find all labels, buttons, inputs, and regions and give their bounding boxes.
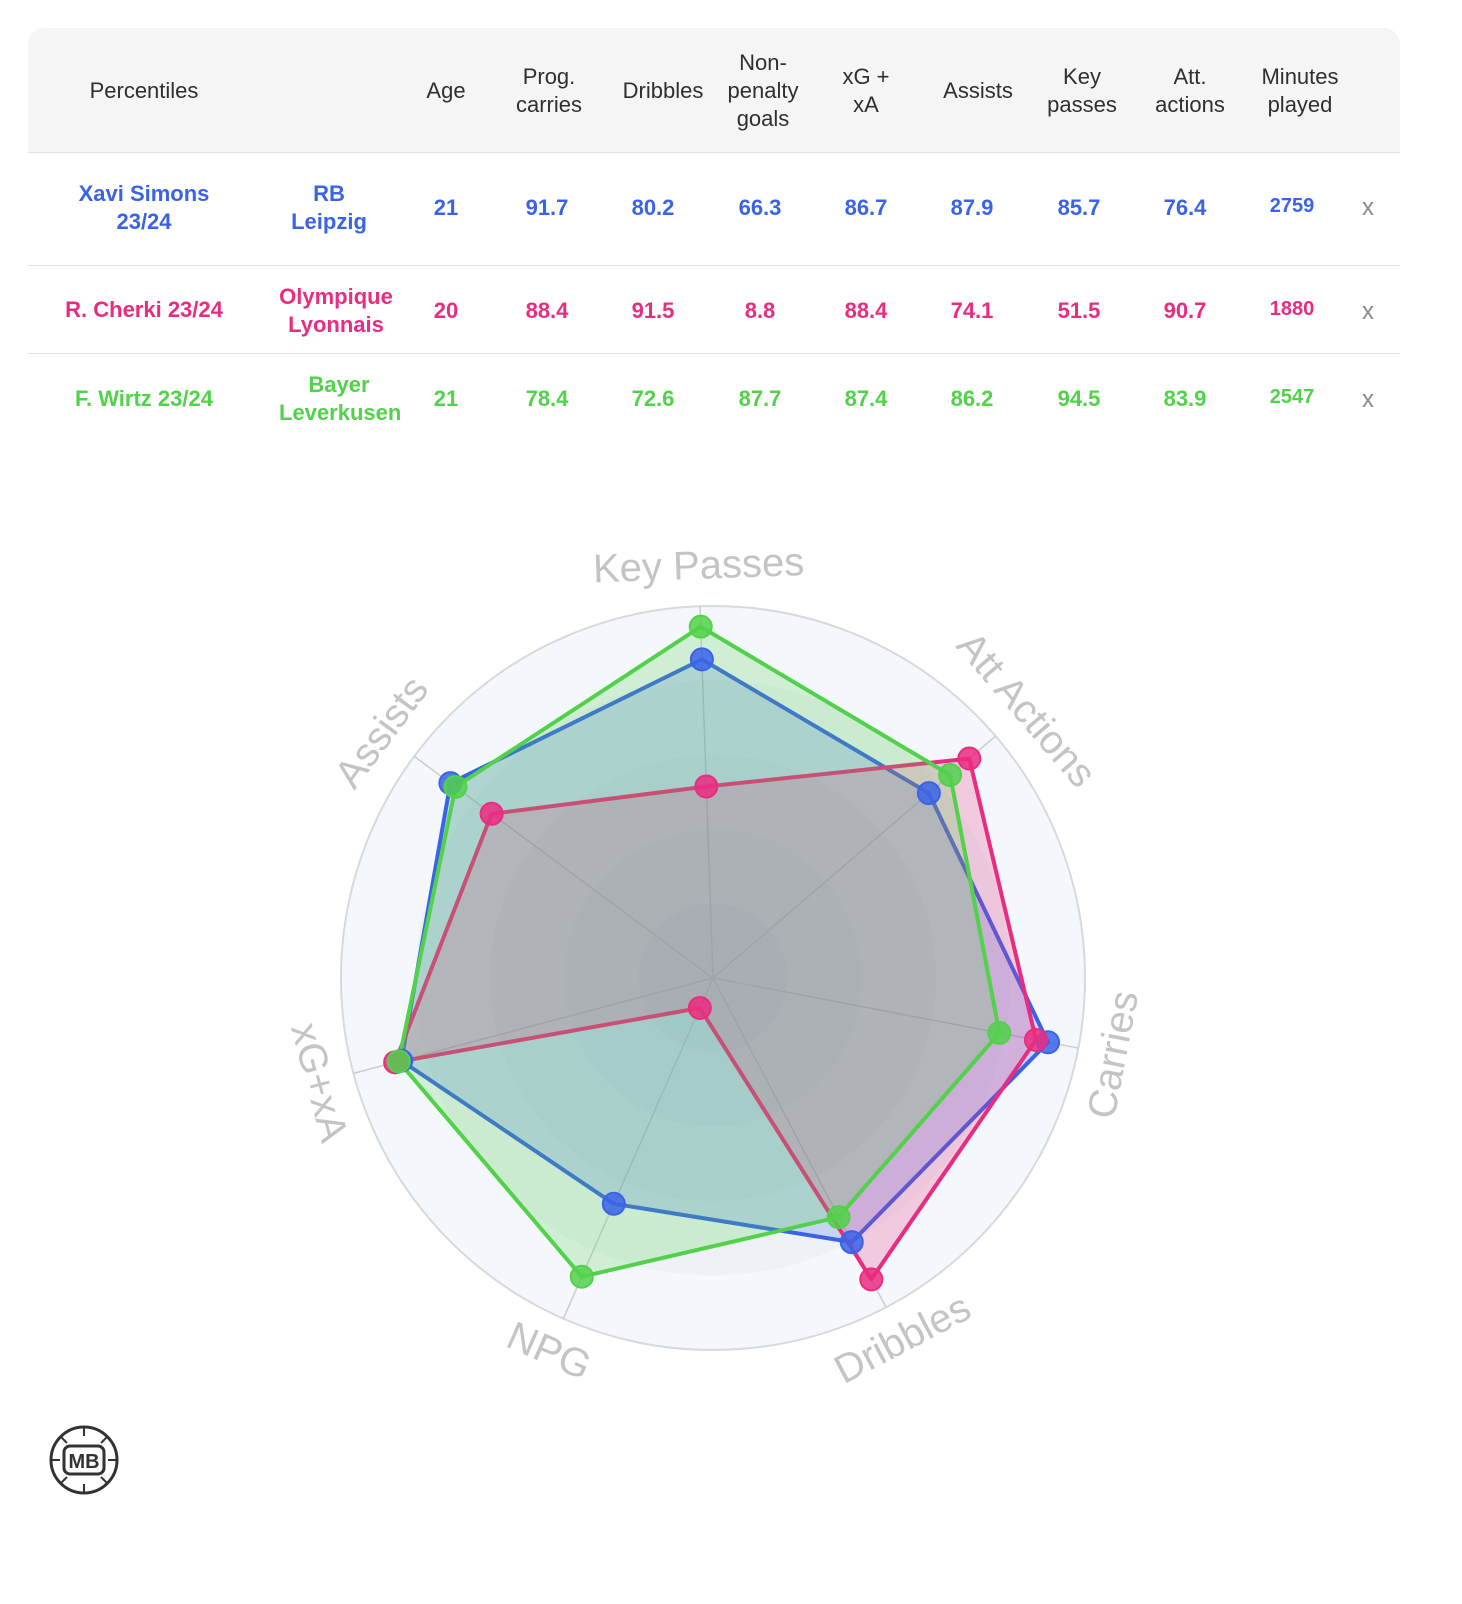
header-minutes[interactable]: Minutes played <box>1261 64 1339 117</box>
header-age[interactable]: Age <box>426 78 466 103</box>
minutes-value: 2547 <box>1269 386 1315 408</box>
data-point <box>479 801 504 826</box>
att-actions-value: 76.4 <box>1163 195 1207 220</box>
xgxa-value: 88.4 <box>844 298 888 323</box>
age-value: 20 <box>433 298 459 323</box>
radar-spoke <box>712 977 1079 1049</box>
percentiles-table: Percentiles Age Prog. carries Dribbles No… <box>28 28 1400 448</box>
header-key-passes[interactable]: Key passes <box>1047 64 1117 117</box>
data-point <box>1023 1027 1048 1052</box>
header-npg[interactable]: Non-penalty goals <box>727 50 799 131</box>
data-point <box>689 647 714 672</box>
football-logo: MB <box>48 1424 120 1496</box>
player-name[interactable]: F. Wirtz 23/24 <box>75 386 213 411</box>
prog-carries-value: 91.7 <box>525 195 569 220</box>
data-point <box>859 1267 884 1292</box>
npg-value: 66.3 <box>738 195 782 220</box>
key-passes-value: 51.5 <box>1057 298 1101 323</box>
axis-label: Key Passes <box>592 540 805 591</box>
age-value: 21 <box>433 195 459 220</box>
xgxa-value: 86.7 <box>844 195 888 220</box>
header-assists[interactable]: Assists <box>943 78 1013 103</box>
dribbles-value: 91.5 <box>631 298 675 323</box>
table-row: Xavi Simons 23/24 RB Leipzig 21 91.7 80.2 … <box>28 152 1400 266</box>
minutes-value: 2759 <box>1269 195 1315 217</box>
remove-row-button[interactable]: x <box>1362 298 1374 325</box>
series-area <box>393 756 1038 1282</box>
data-point <box>569 1264 594 1289</box>
data-point <box>957 746 982 771</box>
logo-text: MB <box>68 1451 99 1473</box>
header-percentiles[interactable]: Percentiles <box>89 78 199 103</box>
data-point <box>688 614 713 639</box>
npg-value: 87.7 <box>738 386 782 411</box>
npg-value: 8.8 <box>744 298 776 323</box>
data-point <box>839 1230 864 1255</box>
prog-carries-value: 88.4 <box>525 298 569 323</box>
team-name: RB Leipzig <box>291 181 367 234</box>
key-passes-value: 85.7 <box>1057 195 1101 220</box>
data-point <box>987 1020 1012 1045</box>
header-dribbles[interactable]: Dribbles <box>622 78 704 103</box>
header-prog-carries[interactable]: Prog. carries <box>515 64 583 117</box>
data-point <box>694 774 719 799</box>
att-actions-value: 90.7 <box>1163 298 1207 323</box>
radar-spoke <box>562 977 714 1319</box>
key-passes-value: 94.5 <box>1057 386 1101 411</box>
data-point <box>443 774 468 799</box>
player-name[interactable]: Xavi Simons 23/24 <box>78 181 210 234</box>
assists-value: 74.1 <box>950 298 994 323</box>
assists-value: 86.2 <box>950 386 994 411</box>
data-point <box>601 1191 626 1216</box>
remove-row-button[interactable]: x <box>1362 386 1374 413</box>
data-point <box>916 781 941 806</box>
table-row: F. Wirtz 23/24 Bayer Leverkusen 21 78.4 7… <box>28 353 1400 448</box>
table-header: Percentiles Age Prog. carries Dribbles No… <box>28 28 1400 153</box>
axis-label: Carries <box>1080 987 1148 1122</box>
data-point <box>938 763 963 788</box>
data-point <box>687 995 712 1020</box>
data-point <box>826 1205 851 1230</box>
xgxa-value: 87.4 <box>844 386 888 411</box>
series-area <box>396 624 1002 1279</box>
age-value: 21 <box>433 386 459 411</box>
team-name: Olympique Lyonnais <box>279 284 393 337</box>
att-actions-value: 83.9 <box>1163 386 1207 411</box>
minutes-value: 1880 <box>1269 298 1315 320</box>
header-att-actions[interactable]: Att. actions <box>1155 64 1225 117</box>
data-point <box>386 1049 411 1074</box>
team-name: Bayer Leverkusen <box>279 372 402 425</box>
prog-carries-value: 78.4 <box>525 386 569 411</box>
dribbles-value: 72.6 <box>631 386 675 411</box>
assists-value: 87.9 <box>950 195 994 220</box>
remove-row-button[interactable]: x <box>1362 194 1374 221</box>
header-xgxa[interactable]: xG + xA <box>842 64 890 117</box>
dribbles-value: 80.2 <box>631 195 675 220</box>
table-row: R. Cherki 23/24 Olympique Lyonnais 20 88.… <box>28 265 1400 354</box>
player-name[interactable]: R. Cherki 23/24 <box>65 297 223 322</box>
